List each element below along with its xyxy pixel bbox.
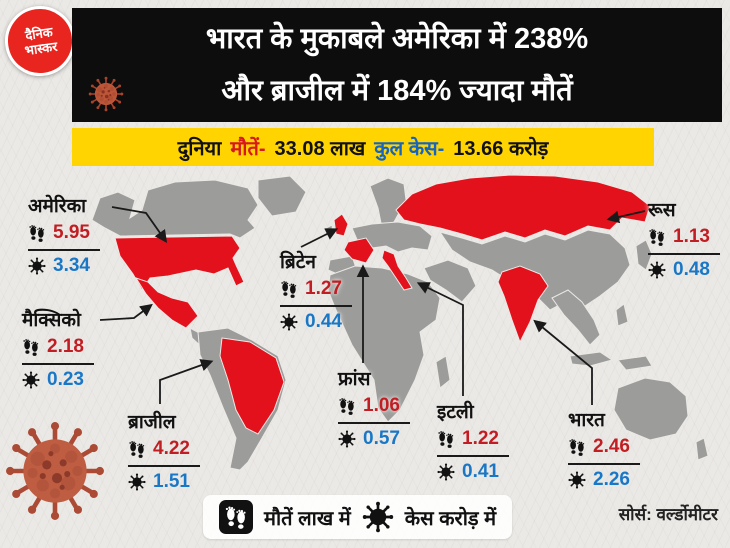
country-block-italy: इटली 1.22 0.41 (437, 398, 532, 483)
virus-icon (568, 471, 586, 489)
world-totals-bar: दुनिया मौतें- 33.08 लाख कुल केस- 13.66 क… (72, 128, 654, 166)
map-italy (381, 249, 413, 291)
source-credit: सोर्स: वर्ल्डोमीटर (618, 505, 718, 524)
legend-deaths-label: मौतें लाख में (264, 507, 351, 530)
headline-banner: भारत के मुकाबले अमेरिका में 238% और ब्रा… (72, 8, 722, 122)
map-usa (114, 235, 245, 291)
country-name: मैक्सिको (22, 310, 81, 331)
deaths-value: 1.22 (462, 428, 499, 449)
legend: मौतें लाख में केस करोड़ में (203, 495, 513, 539)
divider (280, 305, 352, 307)
virus-icon (338, 430, 356, 448)
virus-icon (280, 313, 298, 331)
footprints-icon (128, 440, 146, 458)
divider (338, 422, 410, 424)
virus-icon (362, 501, 394, 533)
world-label: दुनिया (177, 137, 222, 160)
map-greenland (257, 175, 307, 217)
coronavirus-illustration (4, 420, 106, 522)
country-block-brazil: ब्राजील 4.22 1.51 (128, 408, 223, 493)
divider (648, 253, 720, 255)
footprints-icon (437, 430, 455, 448)
divider (568, 463, 640, 465)
deaths-value: 4.22 (153, 438, 190, 459)
deaths-value: 1.27 (305, 278, 342, 299)
headline-line2: और ब्राजील में 184% ज्यादा मौतें (221, 75, 573, 107)
footprints-icon (219, 500, 253, 534)
divider (437, 455, 509, 457)
deaths-value: 2.18 (47, 336, 84, 357)
footprints-icon (22, 338, 40, 356)
map-scandinavia (369, 177, 407, 229)
country-name: इटली (437, 402, 474, 423)
map-indonesia-west (569, 351, 614, 367)
deaths-value: 1.13 (673, 226, 710, 247)
country-name: रूस (648, 200, 676, 221)
map-brazil (219, 337, 285, 435)
virus-icon (648, 261, 666, 279)
deaths-value: 5.95 (53, 222, 90, 243)
cases-value: 0.23 (47, 369, 84, 390)
map-russia (395, 174, 651, 241)
map-mexico (134, 277, 199, 329)
footprints-icon (28, 224, 46, 242)
cases-value: 2.26 (593, 469, 630, 490)
virus-icon (22, 371, 40, 389)
virus-icon (437, 463, 455, 481)
world-cases-value: 13.66 करोड़ (453, 137, 549, 160)
divider (28, 249, 100, 251)
divider (22, 363, 94, 365)
map-ireland (325, 224, 334, 237)
coronavirus-icon (88, 76, 124, 112)
map-new-zealand (695, 437, 709, 461)
country-block-america: अमेरिका 5.95 3.34 (28, 192, 123, 277)
virus-icon (128, 473, 146, 491)
virus-icon (28, 257, 46, 275)
map-australia (613, 377, 689, 441)
cases-value: 3.34 (53, 255, 90, 276)
world-deaths-label: मौतें- (230, 137, 266, 160)
legend-cases-label: केस करोड़ में (404, 507, 497, 530)
cases-value: 1.51 (153, 471, 190, 492)
country-block-france: फ्रांस 1.06 0.57 (338, 365, 433, 450)
logo-line2: भास्कर (23, 38, 59, 59)
country-name: ब्रिटेन (280, 252, 316, 273)
country-name: फ्रांस (338, 369, 371, 390)
deaths-value: 2.46 (593, 436, 630, 457)
country-block-russia: रूस 1.13 0.48 (648, 196, 730, 281)
map-india (497, 265, 549, 344)
footprints-icon (568, 438, 586, 456)
map-philippines (615, 303, 629, 327)
country-name: भारत (568, 410, 605, 431)
divider (128, 465, 200, 467)
cases-value: 0.48 (673, 259, 710, 280)
headline-line1: भारत के मुकाबले अमेरिका में 238% (205, 23, 589, 55)
country-block-mexico: मैक्सिको 2.18 0.23 (22, 306, 117, 391)
country-block-india: भारत 2.46 2.26 (568, 406, 663, 491)
map-indonesia-east (617, 355, 653, 371)
footprints-icon (648, 228, 666, 246)
cases-value: 0.41 (462, 461, 499, 482)
map-japan (635, 239, 653, 271)
cases-value: 0.44 (305, 311, 342, 332)
country-name: अमेरिका (28, 196, 87, 217)
footprints-icon (280, 280, 298, 298)
dainik-bhaskar-logo: दैनिक भास्कर (0, 1, 80, 81)
deaths-value: 1.06 (363, 395, 400, 416)
cases-value: 0.57 (363, 428, 400, 449)
world-cases-label: कुल केस- (374, 137, 445, 160)
country-block-britain: ब्रिटेन 1.27 0.44 (280, 248, 375, 333)
map-africa (327, 265, 441, 423)
map-uk (333, 213, 349, 237)
footprints-icon (338, 397, 356, 415)
map-madagascar (435, 355, 451, 389)
world-deaths-value: 33.08 लाख (274, 137, 366, 160)
map-france (343, 237, 375, 264)
country-name: ब्राजील (128, 412, 176, 433)
